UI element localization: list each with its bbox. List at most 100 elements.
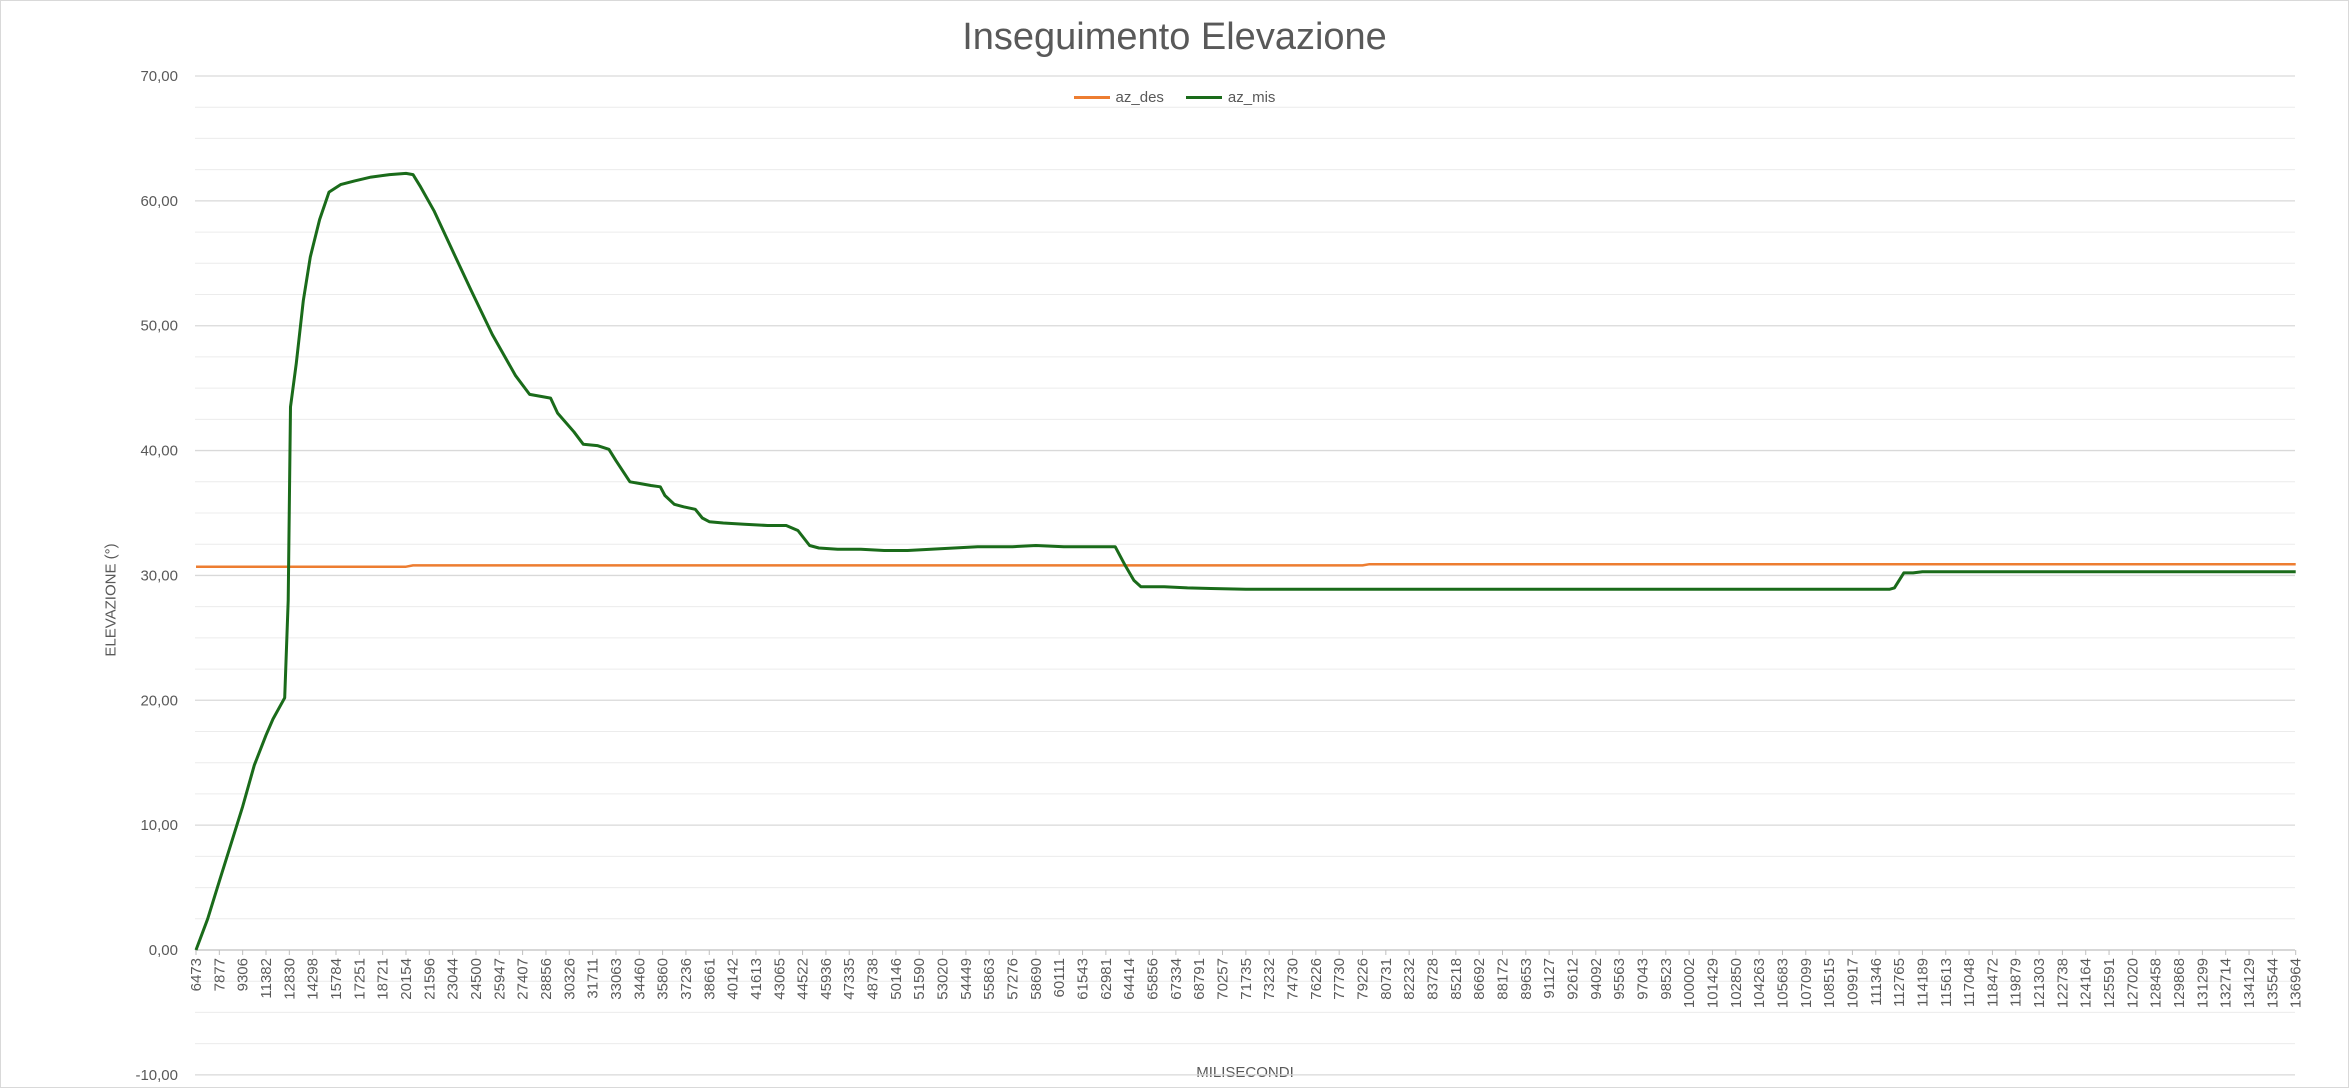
x-tick-label: 37236 bbox=[678, 958, 695, 1000]
y-tick-label: 50,00 bbox=[140, 318, 178, 335]
x-tick-label: 20154 bbox=[398, 958, 415, 1000]
x-tick-label: 24500 bbox=[468, 958, 485, 1000]
x-tick-label: 131299 bbox=[2194, 958, 2211, 1008]
x-tick-label: 61543 bbox=[1075, 958, 1092, 1000]
series-line-az-des bbox=[196, 562, 2296, 568]
x-tick-label: 83728 bbox=[1424, 958, 1441, 1000]
x-tick-label: 67334 bbox=[1168, 958, 1185, 1000]
legend-swatch-az-mis bbox=[1185, 96, 1222, 99]
x-tick-label: 38661 bbox=[701, 958, 718, 1000]
x-tick-label: 134129 bbox=[2241, 958, 2258, 1008]
x-tick-label: 125591 bbox=[2101, 958, 2118, 1008]
x-tick-label: 124164 bbox=[2078, 958, 2095, 1008]
x-tick-label: 105683 bbox=[1774, 958, 1791, 1008]
y-tick-label: 40,00 bbox=[140, 443, 178, 460]
x-tick-label: 21596 bbox=[421, 958, 438, 1000]
x-tick-label: 122738 bbox=[2054, 958, 2071, 1008]
x-tick-label: 25947 bbox=[491, 958, 508, 1000]
x-tick-label: 62981 bbox=[1098, 958, 1115, 1000]
x-tick-label: 68791 bbox=[1191, 958, 1208, 1000]
series-line-az-mis bbox=[194, 171, 2296, 951]
y-tick-label: 70,00 bbox=[140, 68, 178, 85]
x-tick-label: 86692 bbox=[1471, 958, 1488, 1000]
x-tick-label: 92612 bbox=[1564, 958, 1581, 1000]
x-tick-label: 7877 bbox=[211, 958, 228, 991]
x-tick-label: 73232 bbox=[1261, 958, 1278, 1000]
x-tick-label: 47335 bbox=[841, 958, 858, 1000]
x-tick-label: 114189 bbox=[1914, 958, 1931, 1007]
x-tick-label: 117048 bbox=[1961, 958, 1978, 1007]
x-tick-label: 6473 bbox=[188, 958, 205, 991]
x-tick-label: 65856 bbox=[1145, 958, 1162, 1000]
x-tick-label: 54449 bbox=[958, 958, 975, 1000]
x-tick-label: 98523 bbox=[1658, 958, 1675, 1000]
x-tick-label: 45936 bbox=[818, 958, 835, 1000]
x-tick-label: 104263 bbox=[1751, 958, 1768, 1008]
x-tick-label: 136964 bbox=[2288, 958, 2305, 1008]
x-tick-label: 76226 bbox=[1308, 958, 1325, 1000]
y-tick-label: 10,00 bbox=[140, 817, 178, 834]
x-tick-label: 35860 bbox=[655, 958, 672, 1000]
x-tick-label: 41613 bbox=[748, 958, 765, 1000]
x-tick-label: 43065 bbox=[771, 958, 788, 1000]
chart-legend: az_des az_mis bbox=[0, 89, 2349, 106]
x-tick-label: 27407 bbox=[515, 958, 532, 1000]
y-tick-label: 0,00 bbox=[149, 942, 178, 959]
legend-item-az-des: az_des bbox=[1073, 89, 1164, 106]
x-tick-label: 30326 bbox=[561, 958, 578, 1000]
x-tick-label: 28856 bbox=[538, 958, 555, 1000]
y-tick-label: -10,00 bbox=[135, 1067, 178, 1084]
x-tick-label: 121303 bbox=[2031, 958, 2048, 1008]
x-tick-label: 85218 bbox=[1448, 958, 1465, 1000]
x-tick-label: 82232 bbox=[1401, 958, 1418, 1000]
x-tick-label: 33063 bbox=[608, 958, 625, 1000]
x-tick-label: 40142 bbox=[725, 958, 742, 1000]
x-tick-label: 80731 bbox=[1378, 958, 1395, 1000]
x-tick-label: 135544 bbox=[2264, 958, 2281, 1008]
x-tick-label: 9306 bbox=[235, 958, 252, 991]
x-tick-label: 77730 bbox=[1331, 958, 1348, 1000]
x-tick-label: 11382 bbox=[258, 958, 275, 999]
x-tick-label: 60111 bbox=[1051, 958, 1068, 998]
x-tick-label: 31711 bbox=[585, 958, 602, 999]
x-tick-label: 15784 bbox=[328, 958, 345, 1000]
y-tick-label: 20,00 bbox=[140, 692, 178, 709]
x-tick-label: 91127 bbox=[1541, 958, 1558, 999]
x-tick-label: 129868 bbox=[2171, 958, 2188, 1008]
x-tick-label: 88172 bbox=[1494, 958, 1511, 1000]
legend-label-az-mis: az_mis bbox=[1227, 89, 1276, 106]
x-tick-label: 50146 bbox=[888, 958, 905, 1000]
y-tick-label: 60,00 bbox=[140, 193, 178, 210]
y-tick-label: 30,00 bbox=[140, 567, 178, 584]
x-tick-label: 79226 bbox=[1355, 958, 1372, 1000]
x-axis-label: MILISECONDI bbox=[1196, 1064, 1294, 1081]
x-tick-label: 109917 bbox=[1844, 958, 1861, 1008]
x-tick-label: 118472 bbox=[1984, 958, 2001, 1007]
x-tick-label: 111346 bbox=[1868, 958, 1885, 1006]
x-tick-label: 58690 bbox=[1028, 958, 1045, 1000]
x-tick-label: 132714 bbox=[2218, 958, 2235, 1008]
x-tick-label: 97043 bbox=[1634, 958, 1651, 1000]
legend-swatch-az-des bbox=[1073, 96, 1110, 99]
chart-title: Inseguimento Elevazione bbox=[962, 16, 1387, 58]
x-tick-label: 53020 bbox=[935, 958, 952, 1000]
x-tick-label: 18721 bbox=[375, 958, 392, 1000]
x-tick-label: 51590 bbox=[911, 958, 928, 1000]
x-tick-label: 44522 bbox=[795, 958, 812, 1000]
x-tick-label: 34460 bbox=[631, 958, 648, 1000]
x-tick-label: 23044 bbox=[445, 958, 462, 1000]
x-tick-label: 107099 bbox=[1798, 958, 1815, 1008]
legend-item-az-mis: az_mis bbox=[1185, 89, 1276, 106]
x-tick-label: 74730 bbox=[1285, 958, 1302, 1000]
x-tick-label: 100002 bbox=[1681, 958, 1698, 1008]
x-tick-label: 12830 bbox=[281, 958, 298, 1000]
x-tick-label: 119879 bbox=[2008, 958, 2025, 1007]
x-tick-label: 127020 bbox=[2124, 958, 2141, 1008]
x-tick-label: 95563 bbox=[1611, 958, 1628, 1000]
x-tick-label: 128458 bbox=[2148, 958, 2165, 1008]
x-tick-label: 108515 bbox=[1821, 958, 1838, 1008]
x-tick-label: 14298 bbox=[305, 958, 322, 1000]
x-tick-label: 89653 bbox=[1518, 958, 1535, 1000]
x-tick-label: 115613 bbox=[1938, 958, 1955, 1007]
